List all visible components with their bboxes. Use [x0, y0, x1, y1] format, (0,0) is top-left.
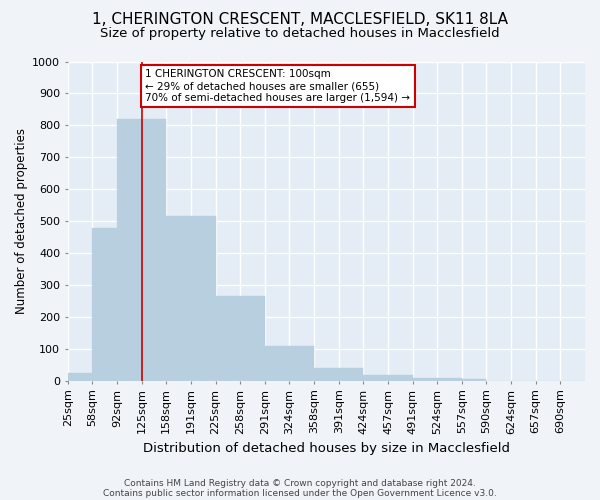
- Bar: [314, 368, 339, 381]
- Bar: [462, 380, 487, 381]
- Text: Contains public sector information licensed under the Open Government Licence v3: Contains public sector information licen…: [103, 488, 497, 498]
- Bar: [289, 346, 314, 381]
- Bar: [117, 119, 142, 381]
- Bar: [240, 296, 265, 381]
- Text: Size of property relative to detached houses in Macclesfield: Size of property relative to detached ho…: [100, 28, 500, 40]
- Bar: [364, 375, 388, 381]
- Bar: [388, 375, 413, 381]
- Bar: [215, 296, 240, 381]
- Bar: [437, 378, 462, 381]
- Bar: [339, 368, 364, 381]
- Text: 1, CHERINGTON CRESCENT, MACCLESFIELD, SK11 8LA: 1, CHERINGTON CRESCENT, MACCLESFIELD, SK…: [92, 12, 508, 28]
- Bar: [142, 119, 166, 381]
- Bar: [413, 378, 437, 381]
- Text: Contains HM Land Registry data © Crown copyright and database right 2024.: Contains HM Land Registry data © Crown c…: [124, 478, 476, 488]
- X-axis label: Distribution of detached houses by size in Macclesfield: Distribution of detached houses by size …: [143, 442, 510, 455]
- Bar: [68, 373, 92, 381]
- Bar: [265, 346, 289, 381]
- Bar: [166, 216, 191, 381]
- Bar: [92, 228, 117, 381]
- Text: 1 CHERINGTON CRESCENT: 100sqm
← 29% of detached houses are smaller (655)
70% of : 1 CHERINGTON CRESCENT: 100sqm ← 29% of d…: [145, 70, 410, 102]
- Bar: [191, 216, 215, 381]
- Y-axis label: Number of detached properties: Number of detached properties: [15, 128, 28, 314]
